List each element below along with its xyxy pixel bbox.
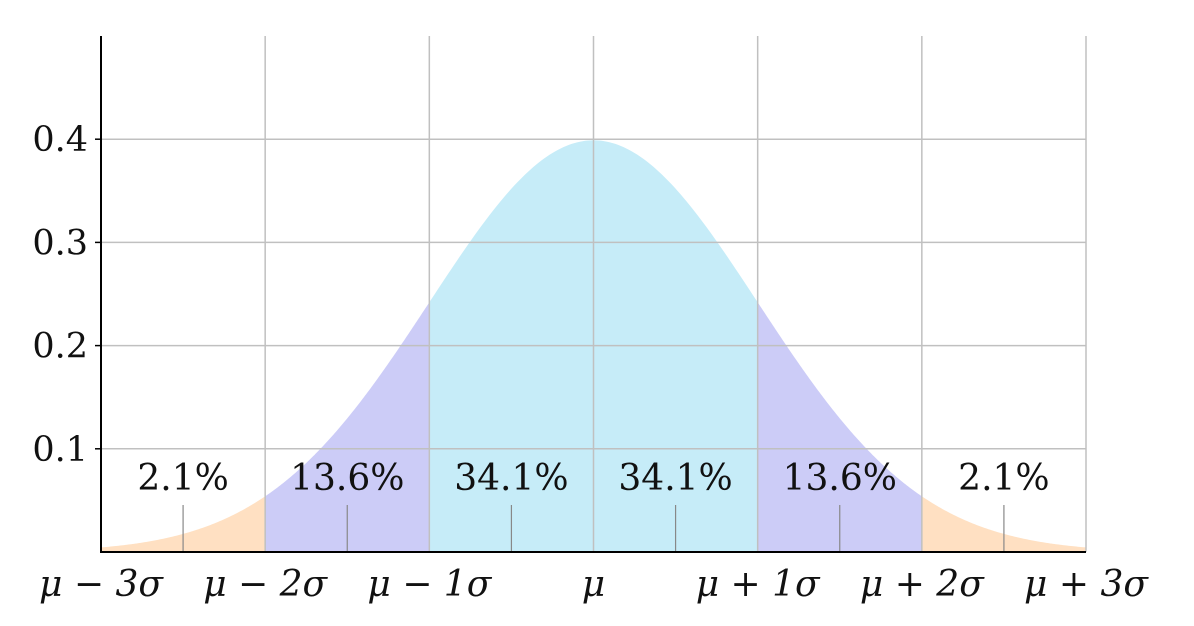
y-tick-label: 0.1: [32, 430, 88, 470]
y-tick-label: 0.4: [32, 120, 88, 160]
y-tick-label: 0.3: [32, 223, 88, 263]
region-1: [265, 302, 430, 552]
region-3: [757, 302, 922, 552]
grid-layer: [100, 36, 1087, 552]
region-4: [921, 496, 1086, 552]
x-tick-label: μ − 2σ: [203, 564, 328, 605]
x-tick-label: μ − 1σ: [367, 564, 492, 605]
percentage-label: 2.1%: [958, 458, 1049, 499]
percentage-label: 34.1%: [454, 458, 568, 499]
percentage-label: 13.6%: [290, 458, 404, 499]
x-tick-label: μ − 3σ: [39, 564, 164, 605]
y-tick-label: 0.2: [32, 327, 88, 367]
axes-layer: [95, 36, 1086, 553]
x-tick-label: μ + 3σ: [1024, 564, 1149, 605]
x-tick-label: μ + 2σ: [860, 564, 985, 605]
x-tick-label: μ + 1σ: [696, 564, 821, 605]
percentage-label: 13.6%: [783, 458, 897, 499]
region-0: [101, 496, 266, 552]
x-tick-label: μ: [582, 564, 605, 605]
labels-layer: 0.1 0.2 0.3 0.4 μ − 3σ μ − 2σ μ − 1σ μ μ + 1σ μ +…: [32, 120, 1149, 605]
percentage-label: 2.1%: [137, 458, 228, 499]
percentage-label: 34.1%: [618, 458, 732, 499]
